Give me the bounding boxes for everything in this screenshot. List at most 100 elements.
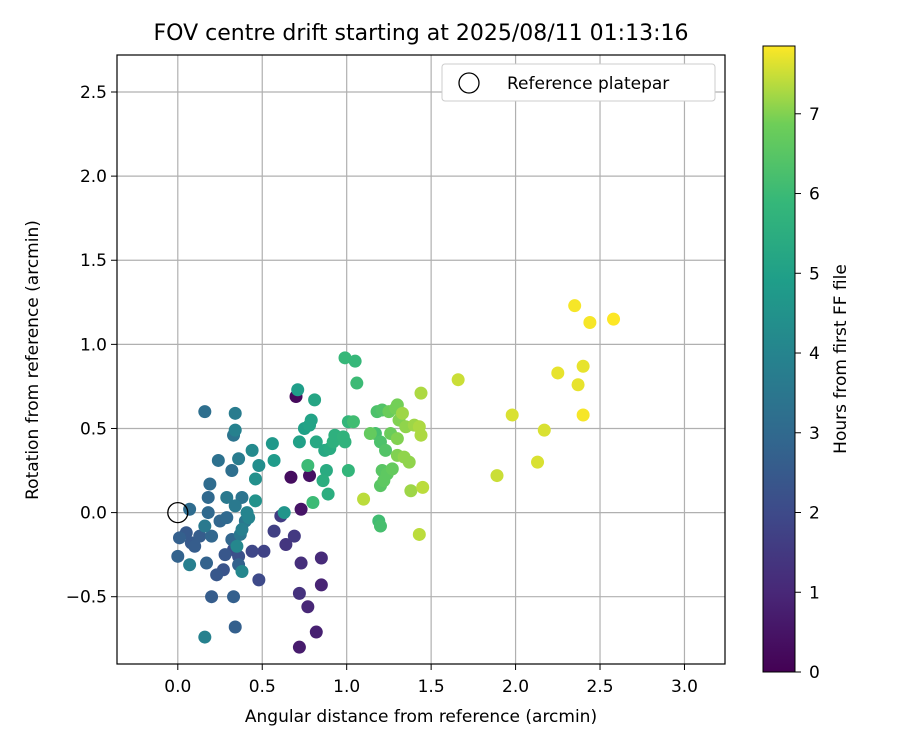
colorbar-tick-label: 6 (809, 185, 820, 205)
data-point (205, 529, 219, 543)
y-tick-label: 2.0 (80, 167, 107, 187)
data-point (414, 428, 428, 442)
colorbar-tick-label: 5 (809, 264, 820, 284)
data-point (301, 600, 315, 614)
data-point (171, 549, 185, 563)
x-tick-label: 0.5 (249, 677, 276, 697)
data-point (576, 408, 590, 422)
data-point (294, 502, 308, 516)
grid-lines (117, 55, 725, 664)
data-point (309, 435, 323, 449)
data-point (304, 413, 318, 427)
data-point (412, 527, 426, 541)
data-points (171, 299, 621, 654)
y-axis-label: Rotation from reference (arcmin) (23, 220, 43, 500)
data-point (402, 455, 416, 469)
data-point (257, 544, 271, 558)
colorbar-tick-label: 2 (809, 504, 820, 524)
data-point (309, 625, 323, 639)
data-point (292, 640, 306, 654)
data-point (357, 492, 371, 506)
data-point (198, 405, 212, 419)
x-axis-ticks: 0.0 0.5 1.0 1.5 2.0 2.5 3.0 (164, 664, 698, 697)
data-point (571, 378, 585, 392)
colorbar-tick-label: 1 (809, 583, 820, 603)
legend-reference-marker (458, 72, 480, 94)
data-point (319, 464, 333, 478)
x-tick-label: 2.0 (502, 677, 529, 697)
data-point (267, 524, 281, 538)
data-point (363, 427, 377, 441)
data-point (346, 415, 360, 429)
data-point (314, 578, 328, 592)
y-tick-label: 1.5 (80, 251, 107, 271)
colorbar-tick-label: 7 (809, 105, 820, 125)
colorbar: 0 1 2 3 4 5 6 7 Hours from first FF file (762, 45, 851, 683)
y-tick-label: 1.0 (80, 335, 107, 355)
data-point (338, 435, 352, 449)
data-point (379, 443, 393, 457)
data-point (193, 529, 207, 543)
x-axis-label: Angular distance from reference (arcmin) (245, 707, 597, 727)
colorbar-gradient (762, 45, 796, 673)
data-point (284, 470, 298, 484)
data-point (404, 484, 418, 498)
data-point (279, 538, 293, 552)
data-point (385, 462, 399, 476)
legend: Reference platepar (441, 63, 716, 102)
data-point (172, 531, 186, 545)
data-point (228, 620, 242, 634)
data-point (228, 499, 242, 513)
data-point (287, 529, 301, 543)
data-point (395, 406, 409, 420)
y-tick-label: −0.5 (66, 588, 107, 608)
data-point (228, 423, 242, 437)
data-point (292, 586, 306, 600)
data-point (451, 373, 465, 387)
colorbar-tick-label: 4 (809, 344, 820, 364)
data-point (252, 458, 266, 472)
data-point (338, 351, 352, 365)
data-point (265, 437, 279, 451)
data-point (232, 452, 246, 466)
data-point (201, 506, 215, 520)
colorbar-tick-label: 0 (809, 663, 820, 683)
data-point (583, 315, 597, 329)
data-point (390, 432, 404, 446)
data-point (245, 544, 259, 558)
data-point (218, 548, 232, 562)
data-point (537, 423, 551, 437)
data-point (301, 458, 315, 472)
plot-frame (116, 54, 726, 665)
data-point (235, 564, 249, 578)
data-point (230, 539, 244, 553)
data-point (531, 455, 545, 469)
data-point (607, 312, 621, 326)
data-point (200, 556, 214, 570)
y-tick-label: 2.5 (80, 83, 107, 103)
colorbar-tick-label: 3 (809, 424, 820, 444)
data-point (198, 519, 212, 533)
data-point (211, 453, 225, 467)
reference-marker (167, 501, 189, 524)
data-point (220, 511, 234, 525)
data-point (267, 453, 281, 467)
y-axis-ticks: −0.5 0.0 0.5 1.0 1.5 2.0 2.5 (66, 83, 117, 608)
data-point (277, 506, 291, 520)
data-point (188, 539, 202, 553)
x-tick-label: 2.5 (586, 677, 613, 697)
data-point (227, 590, 241, 604)
data-point (198, 630, 212, 644)
legend-box (441, 63, 716, 102)
data-point (314, 551, 328, 565)
data-point (245, 443, 259, 457)
data-point (308, 393, 322, 407)
data-point (183, 502, 197, 516)
data-point (291, 383, 305, 397)
colorbar-label: Hours from first FF file (831, 264, 851, 454)
data-point (248, 472, 262, 486)
data-point (228, 406, 242, 420)
data-point (248, 494, 262, 508)
x-tick-label: 1.0 (333, 677, 360, 697)
